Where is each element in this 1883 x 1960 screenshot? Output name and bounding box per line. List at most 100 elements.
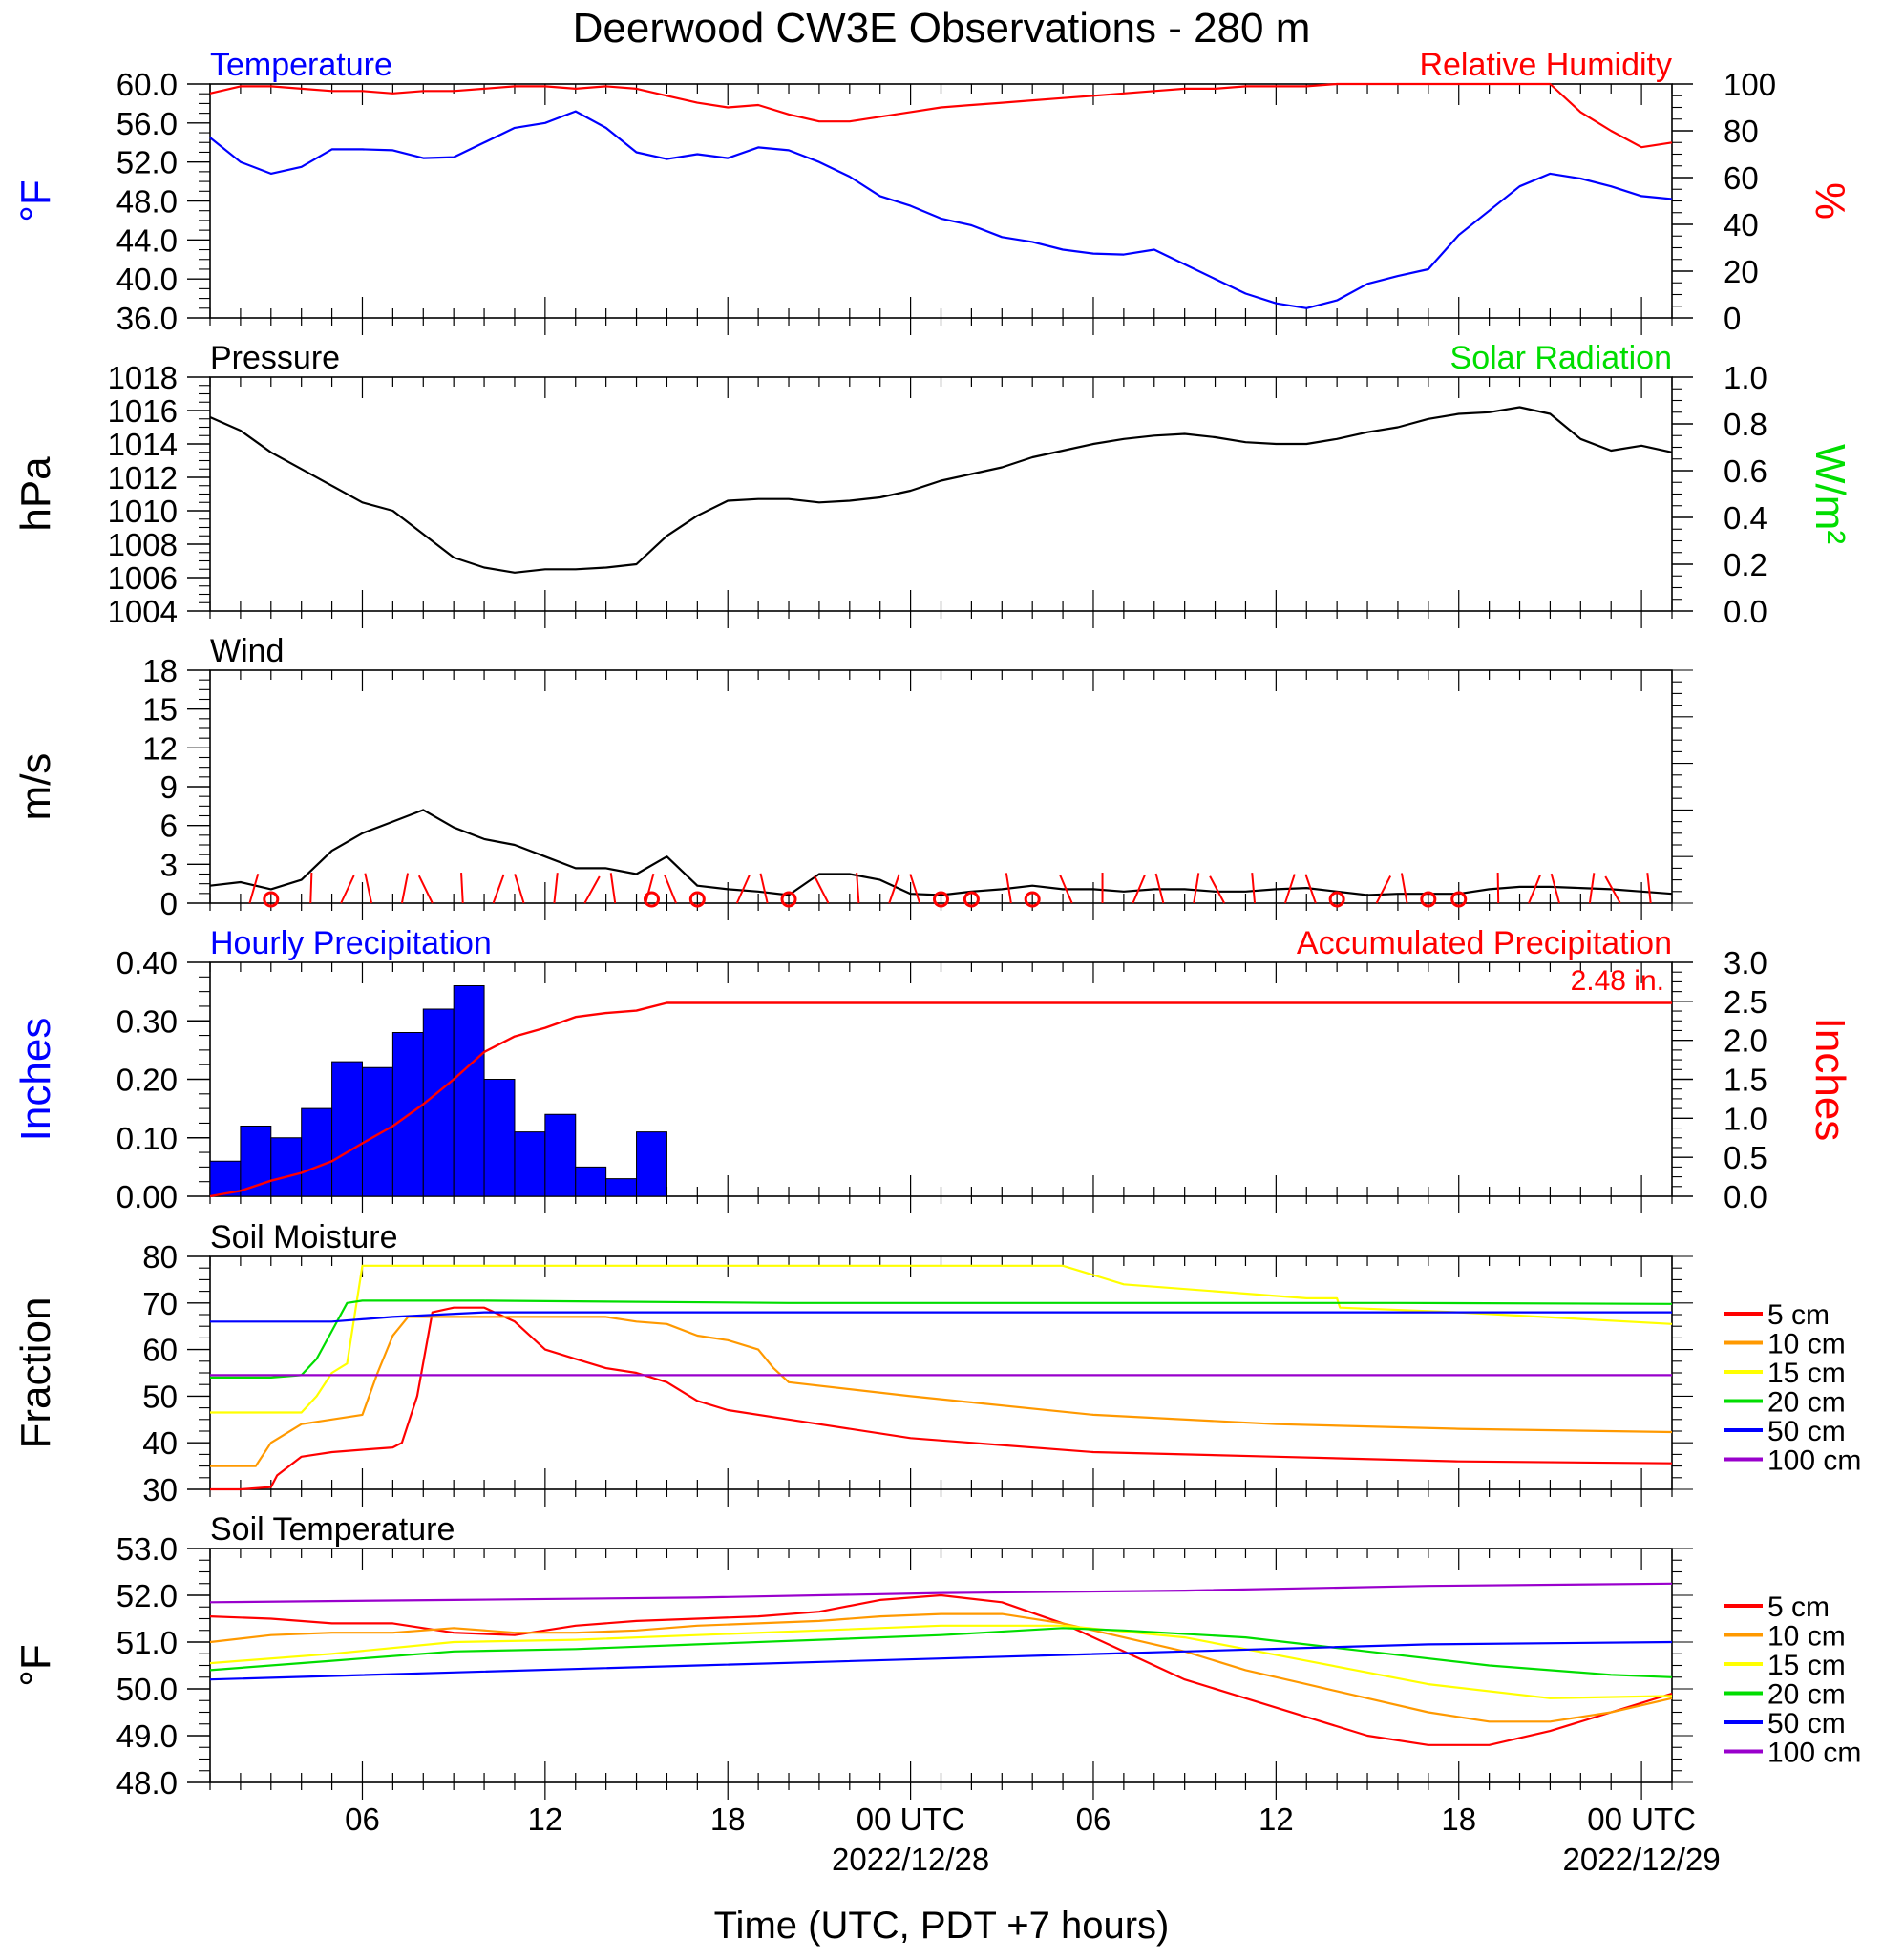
temp_rh-ytick-right-label: 80	[1724, 114, 1759, 149]
soil_temperature-ytick-label: 48.0	[116, 1765, 178, 1801]
temp_rh-ytick-right-label: 60	[1724, 160, 1759, 196]
pressure-ytick-label: 1012	[108, 460, 178, 495]
precip-left-title: Hourly Precipitation	[210, 925, 492, 961]
precip-hourly-bar	[301, 1107, 333, 1197]
wind-direction-stick	[1059, 875, 1073, 904]
soil_moisture-series-50-cm	[210, 1311, 1672, 1323]
legend-label: 50 cm	[1767, 1708, 1846, 1739]
temp_rh-ytick-label: 60.0	[116, 67, 178, 102]
wind-direction-stick	[1251, 873, 1257, 904]
soil_moisture-frame	[209, 1255, 1673, 1490]
temp_rh-ytick-right-label: 0	[1724, 301, 1741, 336]
soil_moisture-series-10-cm	[210, 1316, 1673, 1467]
wind-calm-marker	[780, 891, 797, 908]
precip-ytick-right-label: 2.5	[1724, 984, 1767, 1020]
legend-label: 5 cm	[1767, 1299, 1830, 1331]
legend-label: 50 cm	[1767, 1416, 1846, 1447]
wind-ytick-label: 9	[160, 769, 178, 805]
temp_rh-ytick-label: 52.0	[116, 145, 178, 180]
legend-label: 15 cm	[1767, 1358, 1846, 1389]
wind-direction-stick	[1209, 875, 1226, 904]
wind-direction-stick	[856, 873, 860, 904]
legend-label: 5 cm	[1767, 1591, 1830, 1623]
soil_temperature-series-50-cm	[209, 1640, 1673, 1681]
pressure-ytick-label: 1006	[108, 560, 178, 596]
x-axis-label: Time (UTC, PDT +7 hours)	[714, 1905, 1170, 1947]
pressure-ytick-right-label: 0.0	[1724, 594, 1767, 629]
wind-frame	[209, 669, 1673, 904]
wind-ytick-label: 18	[142, 653, 178, 688]
wind-direction-stick	[735, 875, 751, 904]
wind-direction-stick	[248, 873, 260, 904]
wind-direction-stick	[1400, 873, 1408, 904]
wind-direction-stick	[1496, 872, 1500, 904]
x-tick-label: 18	[1441, 1802, 1476, 1837]
precip-hourly-bar	[422, 1008, 455, 1197]
chart-title: Deerwood CW3E Observations - 280 m	[573, 5, 1311, 52]
precip-ytick-right-label: 3.0	[1724, 945, 1767, 980]
wind-direction-stick	[400, 873, 410, 904]
wind-calm-marker	[1450, 891, 1468, 908]
soil_temperature-series-15-cm	[209, 1624, 1673, 1699]
wind-direction-stick	[309, 872, 313, 904]
wind-ytick-label: 15	[142, 692, 178, 727]
soil_moisture-ytick-label: 50	[142, 1379, 178, 1414]
pressure-ytick-label: 1004	[108, 594, 178, 629]
precip-hourly-bar	[483, 1079, 516, 1197]
soil_temperature-ytick-label: 51.0	[116, 1625, 178, 1660]
precip-hourly-bar	[270, 1137, 303, 1197]
soil_temperature-frame	[209, 1548, 1673, 1783]
x-tick-label: 12	[527, 1802, 562, 1837]
wind-left-title: Wind	[210, 633, 284, 669]
precip-left-unit: Inches	[12, 1018, 59, 1142]
wind-direction-stick	[417, 875, 434, 904]
wind-direction-stick	[340, 875, 355, 904]
temp_rh-ytick-label: 36.0	[116, 301, 178, 336]
soil_moisture-left-title: Soil Moisture	[210, 1219, 398, 1255]
soil_moisture-ytick-label: 70	[142, 1286, 178, 1321]
pressure-ytick-label: 1010	[108, 494, 178, 529]
pressure-left-unit: hPa	[12, 456, 59, 532]
wind-calm-marker	[263, 891, 280, 908]
wind-calm-marker	[1420, 891, 1437, 908]
temp_rh-right-title: Relative Humidity	[1419, 47, 1672, 83]
legend-label: 20 cm	[1767, 1387, 1846, 1419]
precip-hourly-bar	[544, 1113, 577, 1197]
wind-direction-stick	[364, 873, 373, 904]
wind-direction-stick	[814, 875, 830, 904]
pressure-ytick-right-label: 0.4	[1724, 500, 1767, 536]
precip-hourly-bar	[605, 1178, 638, 1197]
temp_rh-ytick-label: 40.0	[116, 262, 178, 297]
pressure-ytick-label: 1008	[108, 527, 178, 562]
soil_temperature-series-5-cm	[209, 1593, 1673, 1746]
wind-direction-stick	[888, 874, 900, 904]
precip-right-title: Accumulated Precipitation	[1297, 925, 1672, 961]
wind-left-unit: m/s	[12, 753, 59, 821]
legend-label: 10 cm	[1767, 1329, 1846, 1360]
wind-calm-marker	[933, 891, 949, 908]
soil_moisture-ytick-label: 40	[142, 1425, 178, 1461]
wind-direction-stick	[909, 874, 921, 904]
wind-direction-stick	[1283, 874, 1296, 904]
temp_rh-left-title: Temperature	[210, 47, 392, 83]
precip-ytick-right-label: 0.5	[1724, 1140, 1767, 1175]
temp_rh-ytick-label: 48.0	[116, 184, 178, 220]
temp_rh-ytick-label: 56.0	[116, 106, 178, 141]
precip-hourly-bar	[453, 985, 485, 1197]
temp_rh-series-temperature	[209, 110, 1673, 309]
pressure-right-unit: W/m²	[1807, 444, 1853, 544]
wind-calm-marker	[1024, 891, 1041, 908]
precip-hourly-bar	[514, 1131, 546, 1197]
precip-ytick-label: 0.30	[116, 1003, 178, 1039]
pressure-series-pressure	[209, 406, 1673, 574]
precip-ytick-right-label: 1.0	[1724, 1101, 1767, 1136]
wind-direction-stick	[514, 874, 525, 904]
soil_temperature-left-unit: °F	[12, 1644, 59, 1686]
precip-hourly-bar	[636, 1131, 667, 1197]
pressure-left-title: Pressure	[210, 340, 340, 376]
precip-ytick-label: 0.10	[116, 1121, 178, 1156]
wind-ytick-label: 6	[160, 809, 178, 844]
pressure-ytick-right-label: 0.6	[1724, 453, 1767, 489]
soil_temperature-series-100-cm	[209, 1582, 1673, 1604]
soil_moisture-left-unit: Fraction	[12, 1297, 59, 1449]
